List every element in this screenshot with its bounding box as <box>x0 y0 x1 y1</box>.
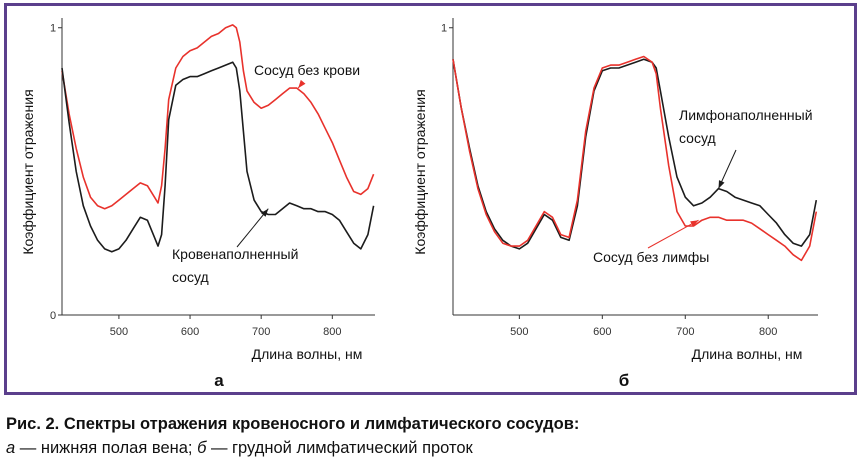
x-tick-label: 500 <box>510 326 528 338</box>
x-tick-label: 600 <box>181 326 199 338</box>
series-line-0 <box>61 24 375 210</box>
x-tick-label: 500 <box>110 326 128 338</box>
annotation-label: Кровенаполненный <box>172 246 298 262</box>
x-axis-label: Длина волны, нм <box>692 346 803 362</box>
caption-a-letter: а <box>6 439 16 457</box>
annotation-label: Сосуд без лимфы <box>593 249 709 265</box>
x-tick-label: 800 <box>759 326 777 338</box>
y-tick-label: 1 <box>441 23 447 35</box>
annotation-arrowhead <box>690 220 699 227</box>
annotation-arrow <box>647 219 699 249</box>
caption-a-text: — нижняя полая вена; <box>15 439 198 457</box>
annotation-label: сосуд <box>679 130 716 146</box>
caption-b-text: — грудной лимфатический проток <box>206 439 473 457</box>
caption-title: Рис. 2. Спектры отражения кровеносного и… <box>6 415 580 433</box>
figure-frame <box>4 3 857 395</box>
annotation-arrowhead <box>298 79 306 89</box>
x-tick-label: 700 <box>252 326 270 338</box>
caption-b-letter: б <box>197 439 207 457</box>
panel-label: а <box>214 371 224 390</box>
series-line-1 <box>452 55 818 262</box>
series-line-1 <box>61 61 375 253</box>
panel-label: б <box>619 371 630 390</box>
y-tick-label: 0 <box>50 310 56 322</box>
panel-a: 500 600 700 800 0 1 Сосуд без крови Кровенаполн… <box>20 18 375 390</box>
figure-caption: Рис. 2. Спектры отражения кровеносного и… <box>6 412 858 460</box>
annotation-label: Сосуд без крови <box>254 62 360 78</box>
panel-b: 500 600 700 800 1 Лимфонаполненный сосуд Сосуд … <box>412 18 818 390</box>
series-line-0 <box>452 58 818 250</box>
x-tick-label: 800 <box>323 326 341 338</box>
annotation-label: Лимфонаполненный <box>679 107 813 123</box>
annotation-arrow <box>236 208 269 248</box>
x-axis-label: Длина волны, нм <box>252 346 363 362</box>
y-axis-label: Коэффициент отражения <box>20 89 36 254</box>
annotation-label: сосуд <box>172 269 209 285</box>
y-tick-label: 1 <box>50 23 56 35</box>
x-tick-label: 700 <box>676 326 694 338</box>
x-tick-label: 600 <box>593 326 611 338</box>
y-axis-label: Коэффициент отражения <box>412 89 428 254</box>
annotation-arrowhead <box>260 208 269 217</box>
annotation-arrowhead <box>718 180 725 189</box>
